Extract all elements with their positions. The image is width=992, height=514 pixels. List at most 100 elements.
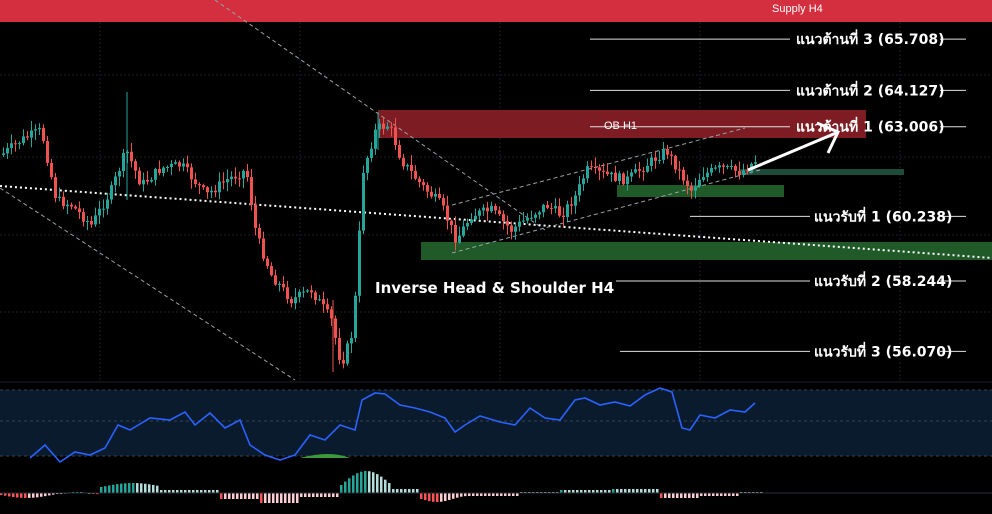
candle-body-88 xyxy=(354,295,357,339)
macd-bar-166 xyxy=(664,493,667,498)
candle-body-49 xyxy=(198,183,201,186)
candle-body-182 xyxy=(730,165,733,167)
candle-body-149 xyxy=(598,167,601,171)
macd-bar-127 xyxy=(508,493,511,496)
candle-body-48 xyxy=(194,179,197,184)
candle-body-153 xyxy=(614,172,617,181)
candle-body-80 xyxy=(322,299,325,305)
macd-bar-36 xyxy=(144,483,147,493)
macd-bar-43 xyxy=(172,490,175,493)
candle-body-143 xyxy=(574,195,577,206)
level-label-0: แนวต้านที่ 3 (65.708) xyxy=(796,29,945,48)
candle-body-105 xyxy=(422,182,425,186)
macd-bar-35 xyxy=(140,483,143,493)
macd-bar-142 xyxy=(568,490,571,493)
candle-body-173 xyxy=(694,186,697,191)
candle-body-140 xyxy=(562,215,565,217)
candle-body-9 xyxy=(38,127,41,130)
rsi-panel xyxy=(0,381,992,464)
pattern-label: Inverse Head & Shoulder H4 xyxy=(375,279,614,297)
neckline-dotted xyxy=(0,185,992,259)
candle-body-57 xyxy=(230,176,233,180)
macd-bar-107 xyxy=(428,493,431,502)
macd-bar-10 xyxy=(40,493,43,497)
macd-bar-108 xyxy=(432,493,435,502)
macd-bar-100 xyxy=(400,489,403,493)
macd-bar-148 xyxy=(592,490,595,493)
candle-body-7 xyxy=(30,130,33,138)
candle-body-148 xyxy=(594,167,597,169)
macd-bar-38 xyxy=(152,484,155,493)
candle-body-76 xyxy=(306,290,309,292)
candle-body-101 xyxy=(406,164,409,167)
candle-body-54 xyxy=(218,181,221,193)
macd-bar-7 xyxy=(28,493,31,498)
macd-bar-122 xyxy=(488,493,491,496)
macd-bar-78 xyxy=(312,493,315,497)
candle-body-70 xyxy=(282,283,285,288)
macd-bar-87 xyxy=(348,478,351,493)
candle-body-61 xyxy=(246,170,249,178)
macd-bar-33 xyxy=(132,483,135,493)
macd-bar-161 xyxy=(644,489,647,493)
macd-bar-52 xyxy=(208,490,211,493)
macd-bar-177 xyxy=(708,493,711,496)
candle-body-161 xyxy=(646,165,649,172)
candle-body-164 xyxy=(658,159,661,161)
macd-bar-1 xyxy=(4,493,7,496)
candle-body-166 xyxy=(666,149,669,155)
candle-body-163 xyxy=(654,157,657,161)
candle-body-147 xyxy=(590,166,593,168)
candle-body-15 xyxy=(62,196,65,207)
candle-body-37 xyxy=(150,179,153,182)
candle-body-177 xyxy=(710,167,713,173)
candle-body-87 xyxy=(350,338,353,344)
macd-bar-3 xyxy=(12,493,15,498)
channel-upper xyxy=(451,127,746,206)
candle-body-150 xyxy=(602,170,605,172)
candle-body-22 xyxy=(90,220,93,225)
macd-bar-5 xyxy=(20,493,23,498)
projection-arrow-head xyxy=(816,121,841,154)
macd-bar-167 xyxy=(668,493,671,498)
candle-body-121 xyxy=(486,207,489,212)
macd-bar-62 xyxy=(248,493,251,499)
candle-body-176 xyxy=(706,172,709,178)
candle-body-103 xyxy=(414,170,417,179)
candle-body-79 xyxy=(318,299,321,301)
macd-bar-11 xyxy=(44,493,47,497)
candle-body-75 xyxy=(302,291,305,293)
candle-body-28 xyxy=(114,176,117,186)
candle-body-95 xyxy=(382,123,385,129)
rsi-band xyxy=(0,390,992,456)
candle-body-20 xyxy=(82,212,85,222)
candle-body-165 xyxy=(662,149,665,160)
candle-body-69 xyxy=(278,283,281,285)
level-label-4: แนวรับที่ 2 (58.244) xyxy=(814,271,952,290)
macd-bar-40 xyxy=(160,490,163,493)
candle-body-78 xyxy=(314,292,317,301)
macd-bar-151 xyxy=(604,490,607,493)
macd-bar-180 xyxy=(720,493,723,496)
candle-body-62 xyxy=(250,177,253,206)
candle-body-162 xyxy=(650,157,653,166)
candle-body-14 xyxy=(58,196,61,199)
candle-body-64 xyxy=(258,227,261,239)
trendlines xyxy=(0,0,992,381)
level-label-1: แนวต้านที่ 2 (64.127) xyxy=(796,80,945,99)
macd-bar-163 xyxy=(652,489,655,493)
macd-bar-88 xyxy=(352,475,355,493)
candle-body-175 xyxy=(702,177,705,180)
candle-body-156 xyxy=(626,176,629,185)
macd-bar-120 xyxy=(480,493,483,496)
macd-bar-9 xyxy=(36,493,39,498)
macd-bar-89 xyxy=(356,473,359,493)
level-label-5: แนวรับที่ 3 (56.070) xyxy=(814,341,952,360)
macd-bar-181 xyxy=(724,493,727,496)
candle-body-5 xyxy=(22,136,25,144)
macd-bar-146 xyxy=(584,490,587,493)
candle-body-68 xyxy=(274,275,277,285)
candle-body-117 xyxy=(470,219,473,223)
candle-body-170 xyxy=(682,169,685,181)
